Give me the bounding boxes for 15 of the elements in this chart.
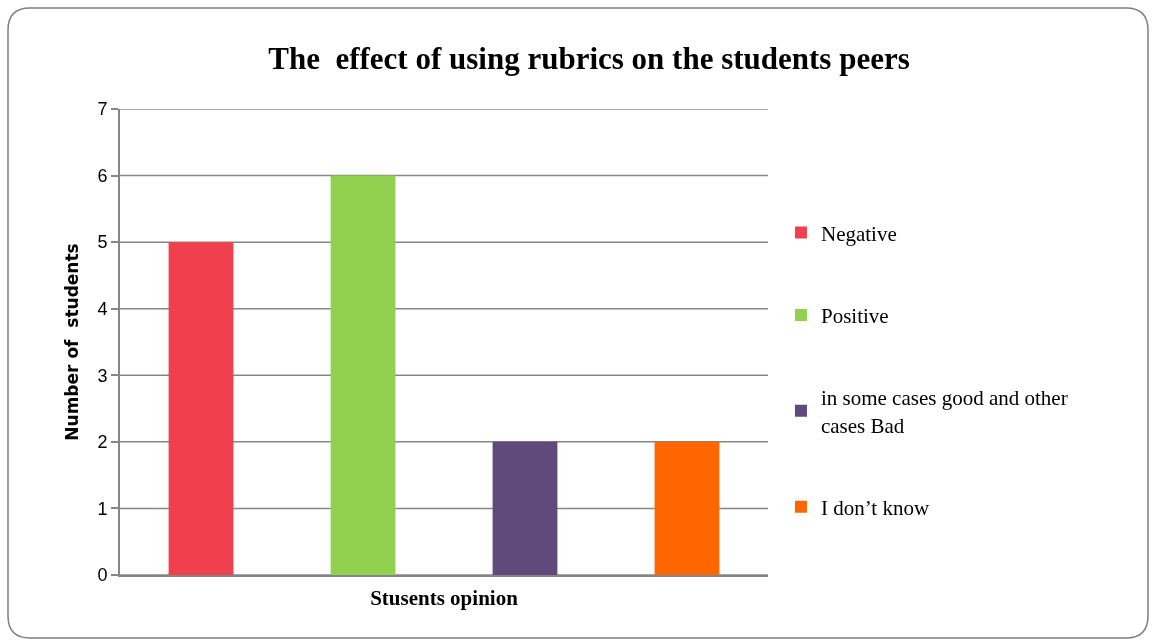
legend-label: Positive — [820, 304, 889, 329]
y-tick-label: 7 — [97, 99, 108, 120]
y-axis-title: Number of students — [62, 243, 83, 441]
legend-label: in some cases good and other cases Bad — [820, 386, 1068, 438]
y-tick-label: 5 — [97, 232, 108, 253]
y-tick-label: 3 — [97, 365, 108, 386]
y-tick-label: 0 — [97, 565, 108, 586]
legend-label: I don’t know — [820, 496, 930, 520]
chart-title: The effect of using rubrics on the students peers — [268, 40, 910, 76]
y-tick-label: 4 — [97, 299, 108, 320]
y-tick-label: 6 — [97, 165, 108, 186]
y-tick-label: 1 — [97, 498, 108, 519]
x-axis-title: Stusents opinion — [370, 586, 519, 611]
y-tick-label: 2 — [97, 432, 108, 453]
legend-label: Negative — [820, 221, 897, 246]
